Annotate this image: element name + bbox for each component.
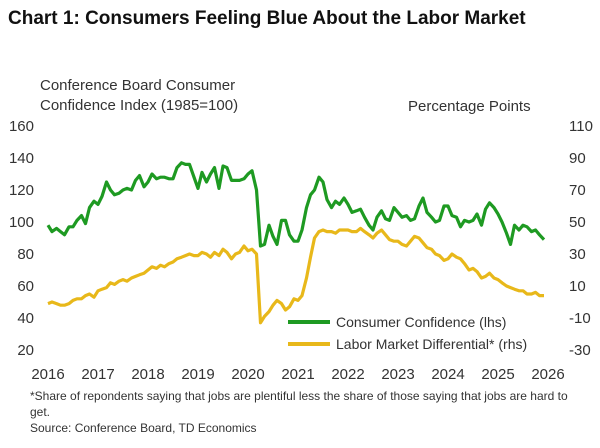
x-tick-label: 2023 xyxy=(381,366,414,383)
x-tick-label: 2022 xyxy=(331,366,364,383)
left-tick-label: 100 xyxy=(9,214,34,231)
right-tick-labels: -30 -10 10 30 50 70 90 110 xyxy=(569,118,593,359)
left-tick-labels: 20 40 60 80 100 120 140 160 xyxy=(9,118,34,359)
labor-differential-line xyxy=(47,226,544,325)
x-tick-label: 2018 xyxy=(131,366,164,383)
x-tick-label: 2017 xyxy=(81,366,114,383)
chart-notes: *Share of repondents saying that jobs ar… xyxy=(30,388,590,436)
left-tick-label: 140 xyxy=(9,150,34,167)
left-tick-label: 20 xyxy=(17,342,34,359)
left-tick-label: 60 xyxy=(17,278,34,295)
chart-title: Chart 1: Consumers Feeling Blue About th… xyxy=(8,8,526,29)
x-tick-label: 2024 xyxy=(431,366,464,383)
x-tick-label: 2025 xyxy=(481,366,514,383)
x-tick-label: 2019 xyxy=(181,366,214,383)
left-axis-label: Conference Board Consumer Confidence Ind… xyxy=(40,77,239,114)
right-tick-label: 90 xyxy=(569,150,586,167)
consumer-confidence-line xyxy=(46,161,546,248)
x-tick-label: 2026 xyxy=(531,366,564,383)
legend: Consumer Confidence (lhs) Labor Market D… xyxy=(288,314,527,352)
x-tick-label: 2020 xyxy=(231,366,264,383)
right-tick-label: -10 xyxy=(569,310,591,327)
right-tick-label: 10 xyxy=(569,278,586,295)
x-tick-label: 2016 xyxy=(31,366,64,383)
legend-label-consumer-confidence: Consumer Confidence (lhs) xyxy=(336,314,506,330)
right-tick-label: 50 xyxy=(569,214,586,231)
legend-label-labor-differential: Labor Market Differential* (rhs) xyxy=(336,336,527,352)
left-tick-label: 80 xyxy=(17,246,34,263)
right-tick-label: 70 xyxy=(569,182,586,199)
left-tick-label: 40 xyxy=(17,310,34,327)
right-tick-label: 110 xyxy=(569,118,593,135)
left-tick-label: 120 xyxy=(9,182,34,199)
footnote: *Share of repondents saying that jobs ar… xyxy=(30,389,568,419)
x-tick-label: 2021 xyxy=(281,366,314,383)
left-tick-label: 160 xyxy=(9,118,34,135)
right-tick-label: -30 xyxy=(569,342,591,359)
right-axis-label: Percentage Points xyxy=(408,98,531,115)
source: Source: Conference Board, TD Economics xyxy=(30,421,257,435)
right-tick-label: 30 xyxy=(569,246,586,263)
series-layer xyxy=(46,161,546,325)
x-tick-labels: 2016 2017 2018 2019 2020 2021 2022 2023 2024 2025… xyxy=(31,366,564,383)
